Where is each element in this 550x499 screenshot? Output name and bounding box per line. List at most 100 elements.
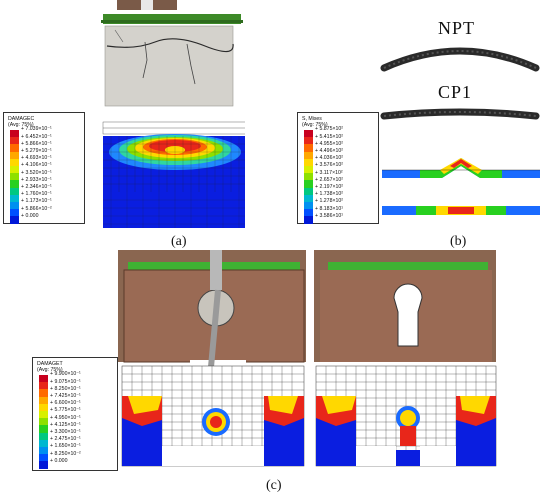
legend-value: + 0.000: [21, 212, 39, 219]
legend-value: + 2.933×10⁻¹: [21, 176, 52, 183]
legend-swatch: [10, 151, 19, 159]
legend-swatch: [10, 130, 19, 138]
legend-swatch: [304, 180, 313, 188]
panel-c-figure: [118, 250, 497, 467]
legend-swatch: [39, 375, 48, 383]
legend-damaget-title: DAMAGET (Avg: 75%): [37, 361, 63, 373]
legend-value: + 3.586×10¹: [315, 212, 343, 219]
legend-value: + 2.346×10⁻¹: [21, 184, 52, 190]
legend-swatch: [304, 216, 313, 224]
legend-value: + 9.075×10⁻¹: [50, 378, 81, 385]
legend-value: + 3.117×10²: [315, 169, 343, 176]
legend-value: + 4.950×10⁻¹: [50, 414, 81, 421]
legend-swatch: [304, 151, 313, 159]
panel-a-figure: [101, 0, 245, 228]
legend-swatch: [10, 173, 19, 181]
legend-swatch: [10, 137, 19, 145]
rebar-stress-flat: [382, 206, 540, 215]
legend-value: + 8.250×10⁻²: [50, 450, 81, 457]
label-npt: NPT: [438, 18, 476, 38]
legend-value: + 8.183×10¹: [315, 205, 343, 212]
fe-mesh-grid: [103, 136, 245, 192]
legend-swatch: [39, 439, 48, 447]
legend-value: + 6.600×10⁻¹: [50, 400, 81, 407]
legend-swatch: [304, 209, 313, 217]
legend-value: + 3.300×10⁻¹: [50, 429, 81, 435]
legend-value: + 4.106×10⁻¹: [21, 162, 52, 169]
legend-swatch: [10, 187, 19, 195]
legend-value: + 4.693×10⁻¹: [21, 155, 52, 162]
legend-value: + 1.173×10⁻¹: [21, 198, 52, 205]
legend-value: + 4.955×10²: [315, 140, 343, 147]
legend-swatch: [39, 425, 48, 433]
legend-mises-title: S, Mises (Avg: 75%): [302, 116, 328, 128]
legend-value: + 5.279×10⁻¹: [21, 148, 52, 154]
loading-head-left: [117, 0, 141, 10]
keyhole-right: [393, 283, 423, 347]
legend-swatch: [304, 137, 313, 145]
legend-swatch: [10, 180, 19, 188]
legend-value: + 9.900×10⁻¹: [50, 371, 81, 378]
legend-swatch: [39, 389, 48, 397]
label-cp1: CP1: [438, 82, 473, 102]
legend-swatch: [304, 202, 313, 210]
legend-swatch: [39, 461, 48, 469]
loading-head-right: [153, 0, 177, 10]
legend-swatch: [39, 447, 48, 455]
legend-value: + 4.496×10²: [315, 148, 343, 154]
panel-label-c: (c): [266, 478, 282, 493]
rebar-cp1: [380, 108, 540, 120]
fe-mesh-right: [315, 365, 497, 467]
legend-value: + 7.425×10⁻¹: [50, 393, 81, 399]
legend-swatch: [10, 166, 19, 174]
legend-swatch: [39, 382, 48, 390]
legend-swatch: [304, 130, 313, 138]
legend-value: + 2.197×10²: [315, 184, 343, 190]
legend-value: + 5.775×10⁻¹: [50, 407, 81, 414]
legend-swatch: [304, 173, 313, 181]
legend-swatch: [10, 144, 19, 152]
legend-value: + 4.036×10²: [315, 155, 343, 162]
legend-value: + 2.475×10⁻¹: [50, 436, 81, 443]
legend-swatch: [39, 454, 48, 462]
legend-value: + 1.278×10²: [315, 198, 343, 205]
crack-line: [106, 38, 234, 53]
legend-damagec-title: DAMAGEC (Avg: 75%): [8, 116, 35, 128]
legend-mises: S, Mises (Avg: 75%) + 5.875×10² + 5.415×1…: [297, 112, 379, 224]
legend-swatch: [10, 209, 19, 217]
legend-swatch: [39, 411, 48, 419]
legend-value: + 1.650×10⁻¹: [50, 443, 81, 450]
rebar-npt: [380, 47, 540, 72]
legend-swatch: [39, 432, 48, 440]
legend-value: + 4.125×10⁻¹: [50, 421, 81, 428]
legend-value: + 3.520×10⁻¹: [21, 169, 52, 176]
legend-value: + 1.738×10²: [315, 191, 343, 198]
legend-swatch: [10, 194, 19, 202]
legend-swatch: [39, 403, 48, 411]
legend-value: + 5.415×10²: [315, 133, 343, 140]
legend-value: + 3.576×10²: [315, 162, 343, 169]
legend-swatch: [304, 158, 313, 166]
rebar-stress-bent: [382, 158, 540, 178]
legend-swatch: [304, 194, 313, 202]
panel-label-b: (b): [450, 234, 467, 249]
concrete-specimen-photo: [105, 26, 233, 106]
legend-damagec: DAMAGEC (Avg: 75%) + 7.039×10⁻¹ + 6.452×1…: [3, 112, 85, 224]
legend-swatch: [10, 158, 19, 166]
legend-swatch: [304, 166, 313, 174]
legend-value: + 5.875×10²: [315, 126, 343, 133]
legend-swatch: [39, 418, 48, 426]
legend-swatch: [10, 202, 19, 210]
legend-damaget: DAMAGET (Avg: 75%) + 9.900×10⁻¹ + 9.075×1…: [32, 357, 118, 471]
fe-mesh-top: [102, 121, 245, 135]
legend-value: + 1.760×10⁻¹: [21, 191, 52, 198]
legend-value: + 5.866×10⁻¹: [21, 140, 52, 147]
legend-value: + 8.250×10⁻¹: [50, 385, 81, 392]
legend-value: + 2.657×10²: [315, 176, 343, 183]
legend-value: + 7.039×10⁻¹: [21, 126, 52, 133]
fe-mesh-left: [121, 365, 305, 467]
legend-value: + 6.452×10⁻¹: [21, 133, 52, 140]
legend-swatch: [304, 187, 313, 195]
legend-swatch: [39, 396, 48, 404]
loading-head-center: [141, 0, 153, 10]
